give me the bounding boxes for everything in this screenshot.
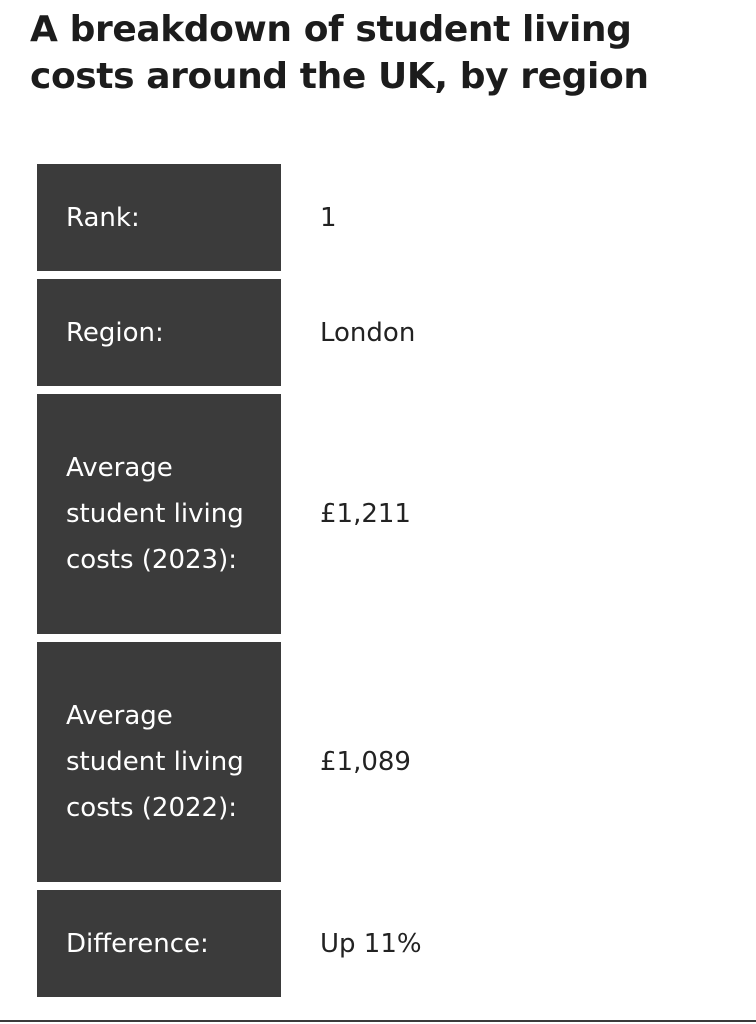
row-label: Difference: (37, 890, 281, 997)
row-label: Region: (37, 279, 281, 386)
data-table: Rank: 1 Region: London Average student l… (37, 164, 737, 997)
row-label: Rank: (37, 164, 281, 271)
table-row-cost-2023: Average student living costs (2023): £1,… (37, 394, 737, 634)
row-value: 1 (320, 202, 337, 233)
row-label: Average student living costs (2023): (37, 394, 281, 634)
row-value: Up 11% (320, 928, 422, 959)
table-row-region: Region: London (37, 279, 737, 386)
table-row-cost-2022: Average student living costs (2022): £1,… (37, 642, 737, 882)
table-row-rank: Rank: 1 (37, 164, 737, 271)
row-value: London (320, 317, 416, 348)
row-label: Average student living costs (2022): (37, 642, 281, 882)
row-value: £1,089 (320, 747, 411, 777)
bottom-divider (0, 1020, 756, 1022)
row-value: £1,211 (320, 499, 411, 529)
page-title: A breakdown of student living costs arou… (30, 9, 649, 97)
table-row-difference: Difference: Up 11% (37, 890, 737, 997)
